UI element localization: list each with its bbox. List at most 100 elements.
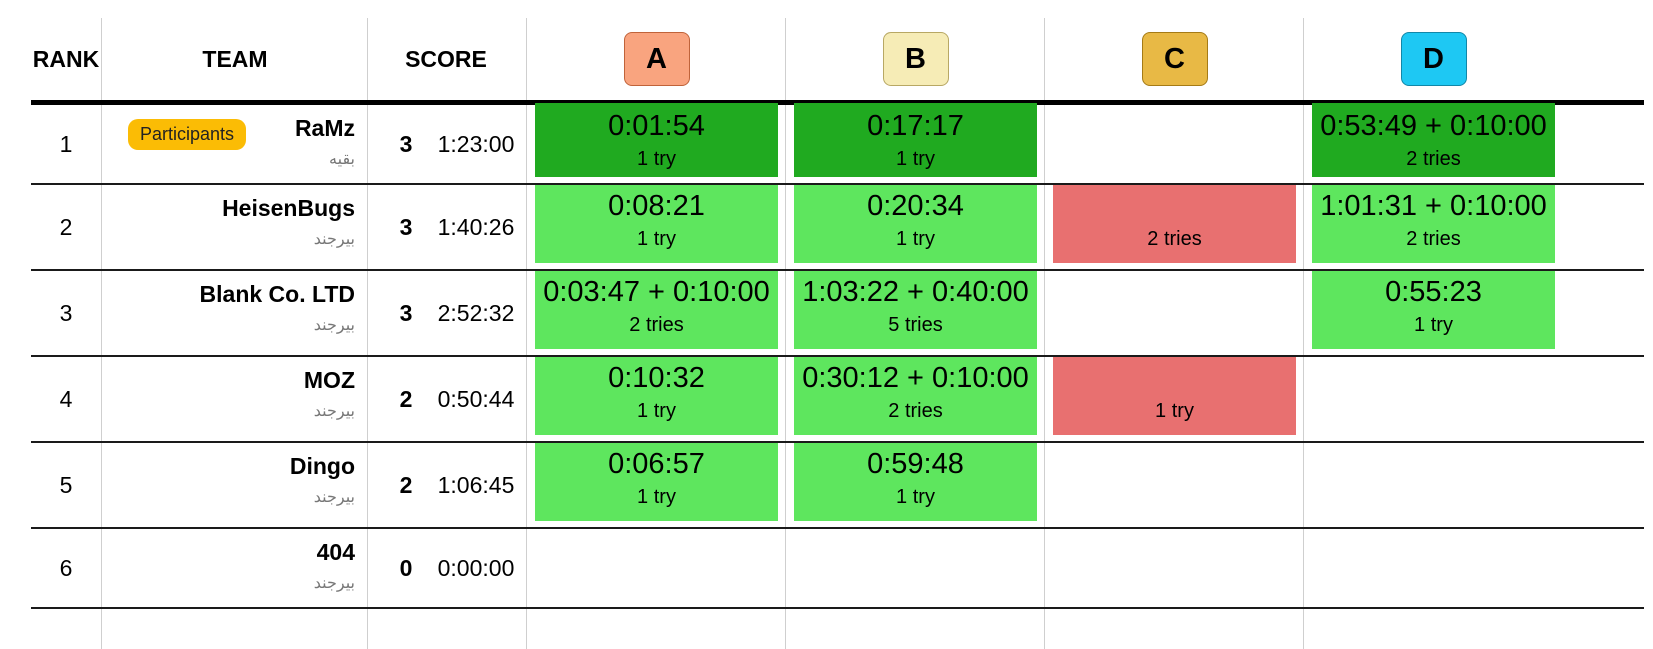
problem-badge[interactable]: A [623, 32, 690, 86]
problem-cell-b[interactable]: 0:59:48 1 try [794, 441, 1037, 521]
solve-time: 0:17:17 [867, 110, 964, 142]
score-value: 0 [399, 555, 413, 581]
penalty-time: 1:40:26 [437, 214, 515, 240]
problem-cell-d[interactable]: 0:53:49 + 0:10:00 2 tries [1312, 103, 1555, 177]
team-affiliation: بیرجند [313, 489, 355, 506]
problem-cell-d[interactable]: 0:55:23 1 try [1312, 269, 1555, 349]
tries-count: 2 tries [1147, 228, 1202, 250]
row-divider [31, 441, 1644, 443]
row-divider [31, 355, 1644, 357]
row-divider [31, 607, 1644, 609]
penalty-time: 1:23:00 [437, 131, 515, 157]
rank-value: 6 [59, 555, 73, 581]
tries-count: 1 try [637, 148, 676, 170]
problem-cell-b[interactable]: 0:17:17 1 try [794, 103, 1037, 177]
team-cell[interactable]: 404 بیرجند [101, 529, 355, 609]
team-affiliation: بیرجند [313, 317, 355, 334]
tries-count: 1 try [637, 400, 676, 422]
table-row: 5 Dingo بیرجند 2 1:06:45 0:06:57 1 try 0:59:48 1… [31, 441, 1644, 529]
participants-badge: Participants [128, 119, 247, 150]
score-value: 2 [399, 472, 413, 498]
row-divider [31, 183, 1644, 185]
rank-value: 3 [59, 300, 73, 326]
header-problem-b: B [786, 18, 1045, 100]
solve-time: 0:01:54 [608, 110, 705, 142]
team-name[interactable]: RaMz [294, 115, 355, 141]
problem-cell-a[interactable]: 0:03:47 + 0:10:00 2 tries [535, 269, 778, 349]
solve-time: 0:20:34 [867, 190, 964, 222]
rank-value: 1 [59, 131, 73, 157]
penalty-time: 0:50:44 [437, 386, 515, 412]
solve-time: 1:03:22 + 0:40:00 [802, 276, 1029, 308]
team-affiliation: بیرجند [313, 403, 355, 420]
team-name[interactable]: HeisenBugs [222, 195, 355, 221]
problem-badge[interactable]: C [1141, 32, 1208, 86]
problem-cell-a[interactable]: 0:06:57 1 try [535, 441, 778, 521]
team-name[interactable]: 404 [316, 539, 355, 565]
tries-count: 2 tries [1406, 148, 1461, 170]
solve-time: 0:06:57 [608, 448, 705, 480]
team-name[interactable]: Dingo [289, 453, 355, 479]
problem-cell-a[interactable]: 0:01:54 1 try [535, 103, 778, 177]
table-row: 3 Blank Co. LTD بیرجند 3 2:52:32 0:03:47 + 0:… [31, 269, 1644, 357]
penalty-time: 2:52:32 [437, 300, 515, 326]
problem-cell-b[interactable]: 0:30:12 + 0:10:00 2 tries [794, 355, 1037, 435]
rank-value: 4 [59, 386, 73, 412]
team-name[interactable]: MOZ [303, 367, 355, 393]
header-rank: RANK [32, 45, 100, 72]
team-cell[interactable]: HeisenBugs بیرجند [101, 185, 355, 271]
solve-time: 0:55:23 [1385, 276, 1482, 308]
score-value: 3 [399, 300, 413, 326]
tries-count: 1 try [896, 228, 935, 250]
score-value: 3 [399, 214, 413, 240]
tries-count: 1 try [1414, 314, 1453, 336]
table-row: 4 MOZ بیرجند 2 0:50:44 0:10:32 1 try 0:30:12 + … [31, 355, 1644, 443]
tries-count: 1 try [637, 228, 676, 250]
team-name[interactable]: Blank Co. LTD [199, 281, 355, 307]
column-divider [526, 18, 527, 649]
header-score: SCORE [405, 45, 487, 72]
rank-value: 2 [59, 214, 73, 240]
solve-time: 0:08:21 [608, 190, 705, 222]
column-divider [1044, 18, 1045, 649]
problem-cell-c[interactable]: 2 tries [1053, 183, 1296, 263]
problem-cell-a[interactable]: 0:10:32 1 try [535, 355, 778, 435]
solve-time: 0:10:32 [608, 362, 705, 394]
row-divider [31, 527, 1644, 529]
tries-count: 2 tries [888, 400, 943, 422]
problem-badge[interactable]: D [1400, 32, 1467, 86]
penalty-time: 1:06:45 [437, 472, 515, 498]
tries-count: 1 try [637, 486, 676, 508]
solve-time: 0:03:47 + 0:10:00 [543, 276, 770, 308]
column-divider [367, 18, 368, 649]
problem-cell-c[interactable]: 1 try [1053, 355, 1296, 435]
tries-count: 2 tries [1406, 228, 1461, 250]
solve-time: 1:01:31 + 0:10:00 [1320, 190, 1547, 222]
team-cell[interactable]: Blank Co. LTD بیرجند [101, 271, 355, 357]
column-divider [785, 18, 786, 649]
tries-count: 1 try [896, 148, 935, 170]
problem-badge[interactable]: B [882, 32, 949, 86]
team-cell[interactable]: Dingo بیرجند [101, 443, 355, 529]
problem-cell-b[interactable]: 1:03:22 + 0:40:00 5 tries [794, 269, 1037, 349]
tries-count: 5 tries [888, 314, 943, 336]
solve-time: 0:30:12 + 0:10:00 [802, 362, 1029, 394]
column-divider [1303, 18, 1304, 649]
column-divider [101, 18, 102, 649]
team-cell[interactable]: MOZ بیرجند [101, 357, 355, 443]
tries-count: 1 try [1155, 400, 1194, 422]
team-cell[interactable]: Participants RaMz بقیه [101, 105, 355, 185]
team-affiliation: بقیه [329, 151, 355, 168]
problem-cell-b[interactable]: 0:20:34 1 try [794, 183, 1037, 263]
score-value: 3 [399, 131, 413, 157]
header-problem-a: A [527, 18, 786, 100]
tries-count: 2 tries [629, 314, 684, 336]
problem-cell-a[interactable]: 0:08:21 1 try [535, 183, 778, 263]
team-affiliation: بیرجند [313, 575, 355, 592]
table-row: 2 HeisenBugs بیرجند 3 1:40:26 0:08:21 1 try 0:2… [31, 183, 1644, 271]
team-affiliation: بیرجند [313, 231, 355, 248]
score-value: 2 [399, 386, 413, 412]
solve-time: 0:53:49 + 0:10:00 [1320, 110, 1547, 142]
rank-value: 5 [59, 472, 73, 498]
problem-cell-d[interactable]: 1:01:31 + 0:10:00 2 tries [1312, 183, 1555, 263]
